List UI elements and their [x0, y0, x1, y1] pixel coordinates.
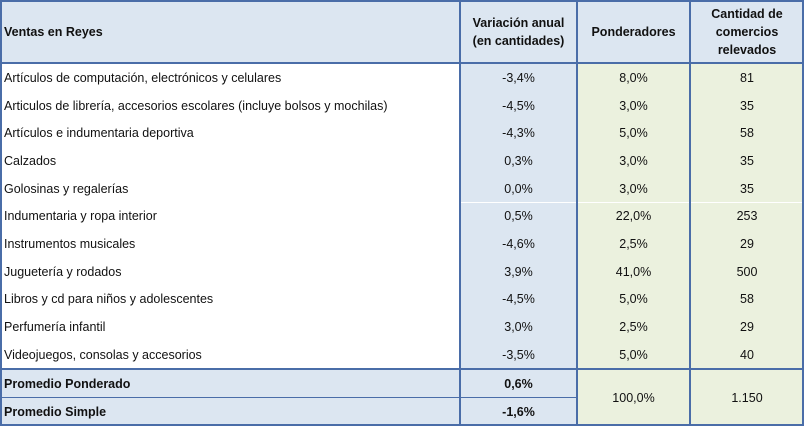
row-value: 3,0%: [460, 313, 577, 341]
row-value: 35: [690, 174, 804, 203]
row-value: 3,0%: [577, 91, 690, 120]
row-value: 40: [690, 341, 804, 369]
row-value: 500: [690, 257, 804, 286]
row-value: 29: [690, 313, 804, 341]
row-value: 41,0%: [577, 257, 690, 286]
row-label: Artículos de computación, electrónicos y…: [0, 64, 460, 92]
row-value: 8,0%: [577, 64, 690, 92]
header-cell: Cantidad de comercios relevados: [690, 0, 804, 63]
row-value: -3,5%: [460, 341, 577, 369]
summary-value: -1,6%: [460, 398, 577, 426]
row-value: 0,3%: [460, 147, 577, 175]
row-value: 0,0%: [460, 174, 577, 203]
row-value: 35: [690, 147, 804, 175]
header-cell: Ponderadores: [577, 0, 690, 63]
border: [802, 0, 804, 426]
header-cell: Variación anual (en cantidades): [460, 0, 577, 63]
row-value: 81: [690, 64, 804, 92]
border: [459, 0, 461, 426]
row-value: 2,5%: [577, 313, 690, 341]
row-value: -3,4%: [460, 64, 577, 92]
row-label: Libros y cd para niños y adolescentes: [0, 285, 460, 314]
row-value: 253: [690, 202, 804, 231]
border: [0, 0, 2, 426]
summary-label: Promedio Simple: [0, 398, 460, 426]
row-value: 2,5%: [577, 230, 690, 258]
summary-total: 1.150: [690, 370, 804, 426]
summary-label: Promedio Ponderado: [0, 370, 460, 398]
row-value: 5,0%: [577, 341, 690, 369]
row-label: Instrumentos musicales: [0, 230, 460, 258]
row-label: Articulos de librería, accesorios escola…: [0, 91, 460, 120]
row-label: Calzados: [0, 147, 460, 175]
row-label: Artículos e indumentaria deportiva: [0, 119, 460, 148]
header-cell: Ventas en Reyes: [0, 0, 460, 63]
row-value: 3,0%: [577, 174, 690, 203]
border: [576, 0, 578, 426]
border: [689, 0, 691, 426]
row-value: -4,3%: [460, 119, 577, 148]
border: [0, 0, 804, 2]
row-value: 5,0%: [577, 119, 690, 148]
row-value: 3,0%: [577, 147, 690, 175]
row-label: Juguetería y rodados: [0, 257, 460, 286]
row-value: -4,5%: [460, 285, 577, 314]
row-value: 58: [690, 285, 804, 314]
row-label: Videojuegos, consolas y accesorios: [0, 341, 460, 369]
row-value: 58: [690, 119, 804, 148]
row-value: 22,0%: [577, 202, 690, 231]
row-value: -4,6%: [460, 230, 577, 258]
row-value: 35: [690, 91, 804, 120]
row-value: -4,5%: [460, 91, 577, 120]
row-value: 29: [690, 230, 804, 258]
border: [0, 397, 577, 398]
summary-total: 100,0%: [577, 370, 690, 426]
row-value: 3,9%: [460, 257, 577, 286]
row-value: 5,0%: [577, 285, 690, 314]
border: [0, 368, 804, 370]
row-label: Indumentaria y ropa interior: [0, 202, 460, 231]
row-value: 0,5%: [460, 202, 577, 231]
row-label: Perfumería infantil: [0, 313, 460, 341]
summary-value: 0,6%: [460, 370, 577, 398]
border: [0, 62, 804, 64]
row-label: Golosinas y regalerías: [0, 174, 460, 203]
border: [0, 424, 804, 426]
